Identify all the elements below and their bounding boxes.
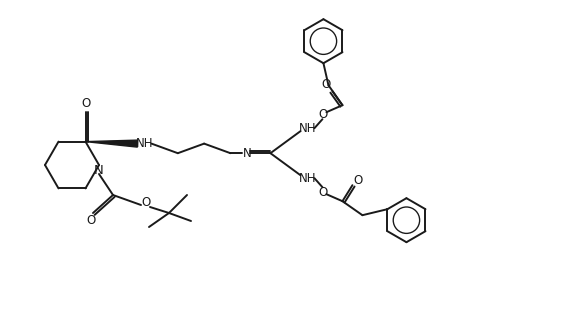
Text: NH: NH bbox=[298, 172, 316, 185]
Text: O: O bbox=[87, 214, 96, 228]
Polygon shape bbox=[85, 140, 138, 147]
Text: O: O bbox=[81, 97, 90, 110]
Text: O: O bbox=[319, 108, 328, 121]
Text: O: O bbox=[142, 196, 151, 208]
Text: NH: NH bbox=[298, 122, 316, 135]
Text: N: N bbox=[243, 147, 252, 160]
Text: NH: NH bbox=[136, 137, 153, 150]
Text: O: O bbox=[322, 78, 331, 91]
Text: N: N bbox=[94, 165, 104, 177]
Text: O: O bbox=[354, 174, 363, 187]
Text: O: O bbox=[319, 186, 328, 199]
